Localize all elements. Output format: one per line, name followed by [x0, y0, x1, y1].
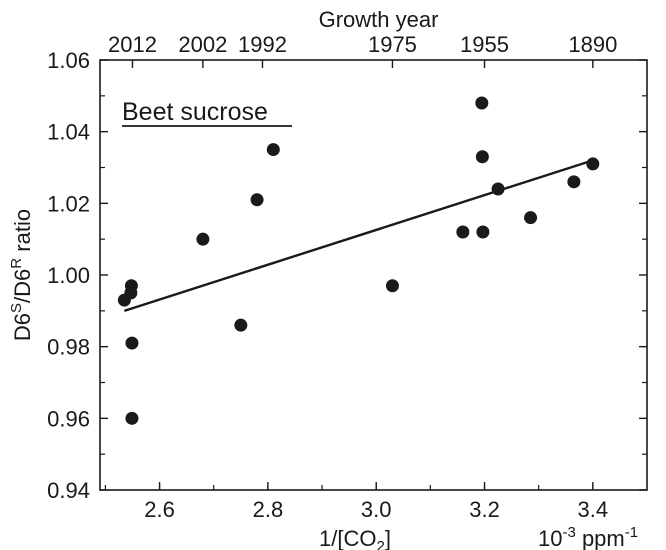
data-point: [475, 150, 489, 164]
y-tick-label: 1.00: [47, 263, 90, 288]
y-tick-label: 1.02: [47, 191, 90, 216]
data-point: [476, 225, 490, 239]
y-tick-label: 1.06: [47, 48, 90, 73]
annotation-label: Beet sucrose: [122, 98, 268, 126]
data-point: [491, 182, 505, 196]
top-tick-label: 2002: [178, 32, 227, 57]
y-tick-label: 1.04: [47, 120, 90, 145]
data-point: [234, 318, 248, 332]
data-point: [385, 279, 399, 293]
data-point: [567, 175, 581, 189]
top-axis-label: Growth year: [319, 7, 439, 32]
y-tick-label: 0.96: [47, 406, 90, 431]
data-point: [266, 143, 280, 157]
x-tick-label: 2.6: [144, 497, 175, 522]
data-point: [475, 96, 489, 110]
x-axis-label: 1/[CO2]: [319, 526, 391, 550]
data-point: [125, 411, 139, 425]
top-tick-label: 2012: [108, 32, 157, 57]
regression-line: [124, 159, 594, 312]
top-tick-label: 1992: [238, 32, 287, 57]
data-point: [456, 225, 470, 239]
x-tick-label: 2.8: [253, 497, 284, 522]
top-tick-label: 1955: [460, 32, 509, 57]
top-tick-label: 1890: [568, 32, 617, 57]
x-tick-label: 3.0: [361, 497, 392, 522]
y-axis-label: D6S/D6R ratio: [8, 209, 35, 341]
data-point: [196, 232, 210, 246]
top-tick-label: 1975: [368, 32, 417, 57]
data-point: [586, 157, 600, 171]
data-point: [124, 279, 138, 293]
y-tick-label: 0.98: [47, 335, 90, 360]
y-tick-label: 0.94: [47, 478, 90, 503]
x-tick-label: 3.4: [578, 497, 609, 522]
x-tick-label: 3.2: [469, 497, 500, 522]
data-point: [250, 193, 264, 207]
x-axis-unit: 10-3 ppm-1: [538, 524, 638, 550]
data-point: [125, 336, 139, 350]
data-point: [524, 211, 538, 225]
